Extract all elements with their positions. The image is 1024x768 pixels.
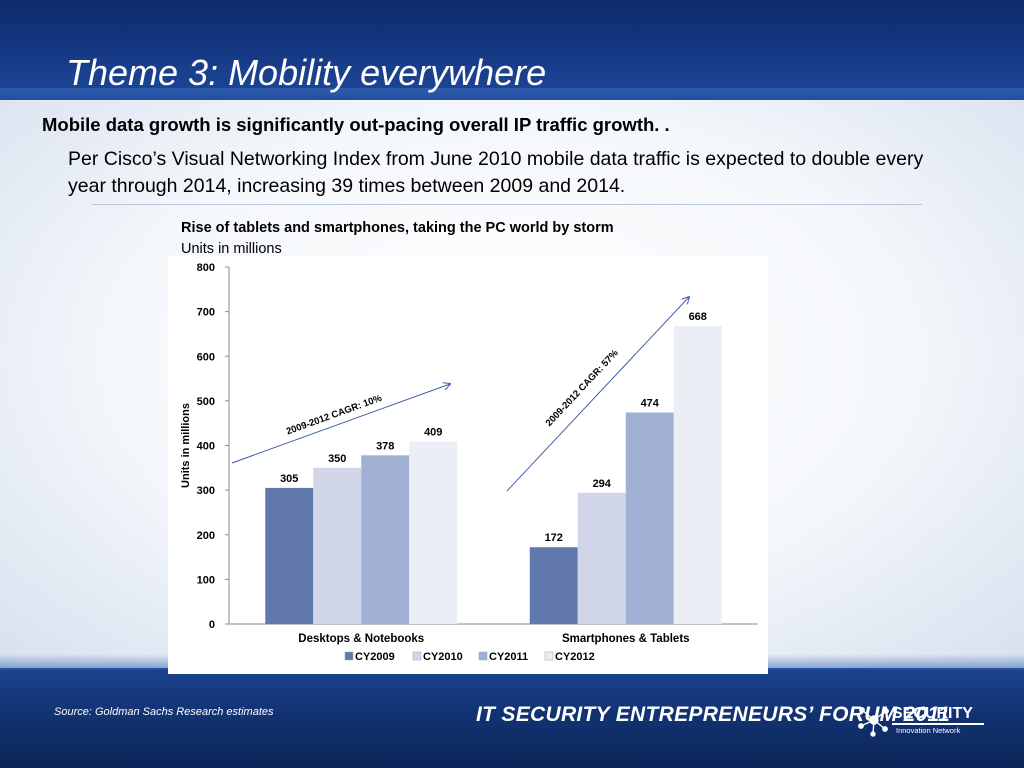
chart-title: Rise of tablets and smartphones, taking … xyxy=(181,220,614,236)
data-label: 474 xyxy=(641,397,660,409)
logo-tagline: Innovation Network xyxy=(896,726,961,735)
cagr-label: 2009-2012 CAGR: 10% xyxy=(285,393,384,438)
y-tick-label: 800 xyxy=(197,262,215,274)
legend-swatch xyxy=(412,651,422,661)
y-tick-label: 600 xyxy=(197,351,215,363)
legend-swatch xyxy=(478,651,488,661)
legend-label: CY2012 xyxy=(555,651,595,663)
y-tick-label: 500 xyxy=(197,396,215,408)
bar-cy2009 xyxy=(529,547,578,624)
data-label: 294 xyxy=(593,478,612,490)
category-label: Desktops & Notebooks xyxy=(298,633,424,645)
y-tick-label: 300 xyxy=(197,485,215,497)
source-note: Source: Goldman Sachs Research estimates xyxy=(54,706,274,718)
y-tick-label: 100 xyxy=(197,574,215,586)
y-tick-label: 400 xyxy=(197,441,215,453)
data-label: 172 xyxy=(545,532,563,544)
legend-label: CY2009 xyxy=(355,651,395,663)
slide-title: Theme 3: Mobility everywhere xyxy=(66,52,547,93)
y-tick-label: 200 xyxy=(197,530,215,542)
category-label: Smartphones & Tablets xyxy=(562,633,690,645)
logo-name: SECURITY xyxy=(892,705,973,722)
body-text: Per Cisco’s Visual Networking Index from… xyxy=(68,148,924,197)
cagr-arrow xyxy=(231,384,450,464)
chart-subtitle: Units in millions xyxy=(181,241,282,257)
legend-label: CY2010 xyxy=(423,651,463,663)
bar-cy2010 xyxy=(313,467,362,624)
bar-cy2012 xyxy=(673,325,722,624)
bar-chart: 0 100 200 300 400 500 600 700 800 Units in millio… xyxy=(180,262,758,663)
y-tick-label: 0 xyxy=(209,619,215,631)
legend-label: CY2011 xyxy=(489,651,528,663)
y-axis-title: Units in millions xyxy=(180,403,192,488)
forum-name: IT SECURITY ENTREPRENEURS’ FORUM 2011 xyxy=(476,703,950,726)
bar-cy2009 xyxy=(265,487,314,624)
data-label: 305 xyxy=(280,473,298,485)
data-label: 409 xyxy=(424,426,442,438)
logo-underline xyxy=(892,723,984,725)
bar-cy2010 xyxy=(577,492,626,624)
security-logo: SECURITY Innovation Network xyxy=(856,702,996,740)
legend-swatch xyxy=(344,651,354,661)
divider xyxy=(92,204,922,205)
bar-cy2012 xyxy=(409,441,458,624)
headline: Mobile data growth is significantly out-… xyxy=(42,114,670,135)
network-nodes-icon xyxy=(858,707,889,737)
cagr-label: 2009-2012 CAGR: 57% xyxy=(544,347,621,428)
legend-swatch xyxy=(544,651,554,661)
y-tick-label: 700 xyxy=(197,307,215,319)
bar-cy2011 xyxy=(361,455,410,624)
cagr-arrow xyxy=(506,297,689,492)
bar-cy2011 xyxy=(625,412,674,624)
data-label: 378 xyxy=(376,440,394,452)
chart-panel: 0 100 200 300 400 500 600 700 800 Units in millio… xyxy=(168,256,768,674)
data-label: 668 xyxy=(689,311,707,323)
data-label: 350 xyxy=(328,453,346,465)
